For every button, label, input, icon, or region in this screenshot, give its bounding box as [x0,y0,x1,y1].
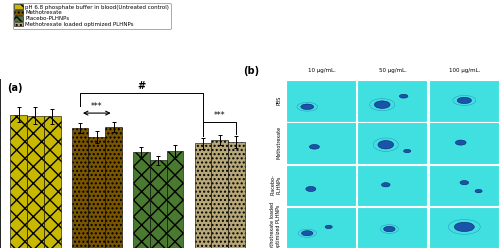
Bar [27,116,44,248]
Bar [228,142,245,248]
Ellipse shape [460,181,468,185]
Ellipse shape [400,94,408,98]
Ellipse shape [325,225,332,229]
Text: ***: *** [91,102,102,111]
FancyBboxPatch shape [286,164,356,206]
FancyBboxPatch shape [357,207,428,248]
Ellipse shape [475,189,482,193]
Text: #: # [138,81,145,91]
Ellipse shape [374,101,390,108]
Text: 100 μg/mL.: 100 μg/mL. [448,68,480,73]
Bar [10,115,27,248]
Bar [212,140,228,248]
FancyBboxPatch shape [357,122,428,164]
Text: 50 μg/mL.: 50 μg/mL. [379,68,407,73]
Text: Methotrexate: Methotrexate [276,126,281,159]
Ellipse shape [457,97,471,104]
FancyBboxPatch shape [286,207,356,248]
Legend: pH 6.8 phosphate buffer in blood(Untreated control), Methotrexate, Placebo-PLHNP: pH 6.8 phosphate buffer in blood(Untreat… [13,3,170,29]
Text: ***: *** [214,111,226,120]
Text: PBS: PBS [276,96,281,105]
FancyBboxPatch shape [428,207,499,248]
FancyBboxPatch shape [286,122,356,164]
Text: (b): (b) [243,66,259,76]
Ellipse shape [378,140,394,149]
Ellipse shape [454,222,474,232]
Bar [72,128,88,248]
Text: (a): (a) [8,83,23,93]
Bar [133,152,150,248]
Bar [44,117,60,248]
FancyBboxPatch shape [428,164,499,206]
Ellipse shape [382,183,390,187]
Bar [194,143,212,248]
FancyBboxPatch shape [428,122,499,164]
Text: 10 μg/mL.: 10 μg/mL. [308,68,336,73]
Ellipse shape [310,145,320,149]
FancyBboxPatch shape [357,80,428,122]
Bar [166,151,184,248]
Ellipse shape [302,231,313,236]
Ellipse shape [404,149,411,153]
Ellipse shape [384,226,395,232]
FancyBboxPatch shape [286,80,356,122]
FancyBboxPatch shape [428,80,499,122]
Text: Placebo-
PLHNPs: Placebo- PLHNPs [270,174,281,195]
Ellipse shape [456,140,466,145]
Ellipse shape [306,186,316,191]
Bar [88,137,105,248]
Bar [105,126,122,248]
Text: Methotrexate loaded
optimized PLHNPs: Methotrexate loaded optimized PLHNPs [270,201,281,248]
Bar [150,160,166,248]
Ellipse shape [301,104,314,110]
FancyBboxPatch shape [357,164,428,206]
